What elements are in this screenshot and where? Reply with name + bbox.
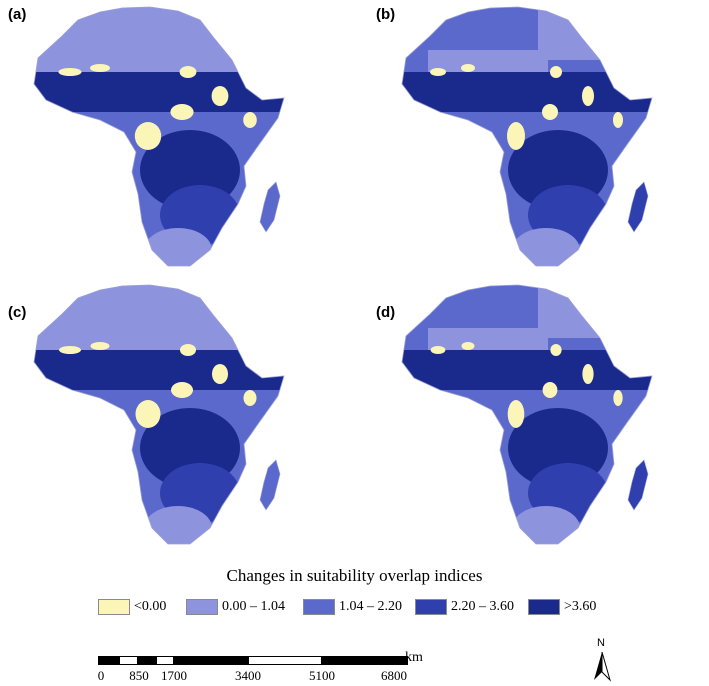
legend-item-2: 0.00 – 1.04 [186,597,285,617]
scale-bar-segment [138,656,156,665]
map-panel-b: (b) [368,0,708,280]
scale-tick-label: 0 [97,668,105,683]
raster-zone-negative [582,364,594,384]
legend-swatch-3 [303,599,335,615]
legend-label-4: 2.20 – 3.60 [451,599,514,614]
raster-zone-negative [507,122,525,150]
raster-zone [402,350,652,390]
legend-item-3: 1.04 – 2.20 [303,597,402,617]
raster-zone-negative [212,364,228,384]
raster-zone-negative [461,64,475,72]
raster-zone [512,228,580,266]
madagascar-shape [627,459,649,511]
map-raster [402,7,652,266]
legend-label-5: >3.60 [564,599,597,614]
raster-zone-negative [134,122,162,150]
raster-zone-negative [58,68,82,76]
raster-zone [538,7,628,60]
legend-item-5: >3.60 [528,597,596,617]
panel-label-a: (a) [8,6,27,23]
africa-map-d [401,284,653,545]
scale-unit-label: km [405,650,423,665]
raster-zone-negative [90,64,110,72]
raster-zone-negative [90,342,110,350]
raster-zone [34,285,284,350]
raster-zone [34,72,284,112]
madagascar-shape [259,459,281,511]
raster-zone [538,285,628,338]
scale-tick-label: 6800 [381,668,407,683]
africa-outline [401,284,653,545]
map-raster [34,7,284,266]
scale-bar-segment [156,656,174,665]
scale-bar-segment [322,656,408,665]
raster-zone-negative [180,344,196,356]
panel-label-d: (d) [376,304,396,321]
africa-map-b [401,6,653,267]
panel-label-b: (b) [376,6,396,23]
scale-bar [98,656,408,665]
raster-zone-negative [430,346,446,354]
africa-map-a [33,6,285,267]
legend-swatch-1 [98,599,130,615]
scale-bar-segment [98,656,119,665]
raster-zone [512,506,580,544]
raster-zone-negative [542,104,558,120]
raster-zone-negative [507,400,525,428]
raster-zone [34,7,284,72]
raster-zone-negative [550,344,562,356]
raster-zone [144,506,212,544]
africa-outline [33,6,285,267]
raster-zone-negative [211,86,229,106]
scale-bar-segment [248,656,322,665]
raster-zone-negative [582,86,594,106]
legend-swatch-4 [415,599,447,615]
raster-zone [402,72,652,112]
raster-zone [34,350,284,390]
raster-zone [144,228,212,266]
north-arrow-icon [594,651,612,682]
legend-item-1: <0.00 [98,597,166,617]
legend-label-1: <0.00 [134,599,167,614]
map-raster [34,285,284,544]
raster-zone-negative [461,342,475,350]
legend-item-4: 2.20 – 3.60 [415,597,514,617]
raster-zone-negative [430,68,446,76]
raster-zone-negative [243,112,257,128]
legend-label-3: 1.04 – 2.20 [339,599,402,614]
legend-label-2: 0.00 – 1.04 [222,599,285,614]
madagascar-shape [627,181,649,233]
map-panel-c: (c) [0,278,340,558]
africa-map-c [33,284,285,545]
raster-zone [428,50,548,74]
scale-tick-label: 3400 [235,668,261,683]
scale-tick-label: 850 [129,668,149,683]
map-panel-d: (d) [368,278,708,558]
raster-zone-negative [613,112,623,128]
raster-zone-negative [171,382,193,398]
scale-bar-segment [119,656,138,665]
raster-zone-negative [550,66,562,78]
legend-swatch-5 [528,599,560,615]
raster-zone-negative [170,104,194,120]
raster-zone-negative [243,390,257,406]
panel-label-c: (c) [8,304,27,321]
africa-outline [401,6,653,267]
raster-zone [428,328,548,352]
scale-tick-label: 1700 [161,668,187,683]
raster-zone-negative [613,390,623,406]
raster-zone-negative [135,400,161,428]
legend-title: Changes in suitability overlap indices [226,566,483,585]
map-raster [402,285,652,544]
legend-swatch-2 [186,599,218,615]
africa-outline [33,284,285,545]
scale-bar-segment [174,656,248,665]
raster-zone-negative [59,346,81,354]
madagascar-shape [259,181,281,233]
map-panel-a: (a) [0,0,340,280]
north-label: N [597,637,605,649]
raster-zone-negative [542,382,558,398]
raster-zone-negative [179,66,197,78]
scale-tick-label: 5100 [309,668,335,683]
